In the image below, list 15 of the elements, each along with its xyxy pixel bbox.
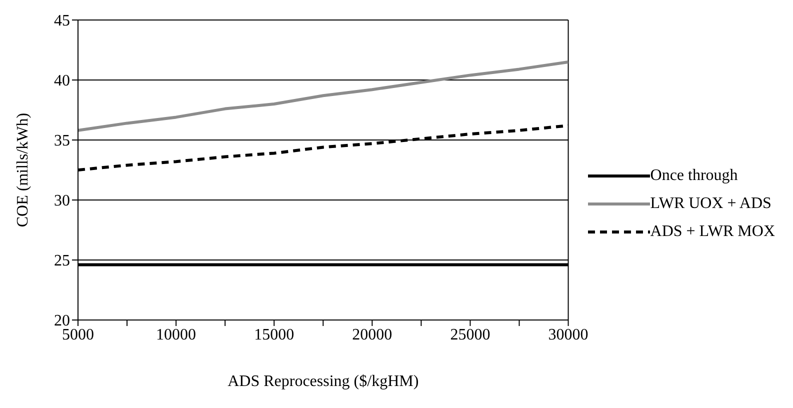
x-tick-label: 15000	[254, 326, 294, 344]
y-tick-label: 45	[54, 12, 70, 30]
y-tick-label: 30	[54, 192, 70, 210]
y-axis-title: COE (mills/kWh)	[14, 112, 32, 228]
x-tick-label: 25000	[450, 326, 490, 344]
y-tick-label: 25	[54, 252, 70, 270]
x-tick-label: 20000	[352, 326, 392, 344]
y-tick-label: 35	[54, 132, 70, 150]
y-tick-label: 40	[54, 72, 70, 90]
x-axis-title: ADS Reprocessing ($/kgHM)	[228, 373, 419, 390]
legend-label: Once through	[650, 167, 738, 185]
x-tick-label: 30000	[548, 326, 588, 344]
legend-label: LWR UOX + ADS	[650, 195, 772, 213]
legend-label: ADS + LWR MOX	[650, 223, 775, 241]
x-tick-label: 10000	[156, 326, 196, 344]
